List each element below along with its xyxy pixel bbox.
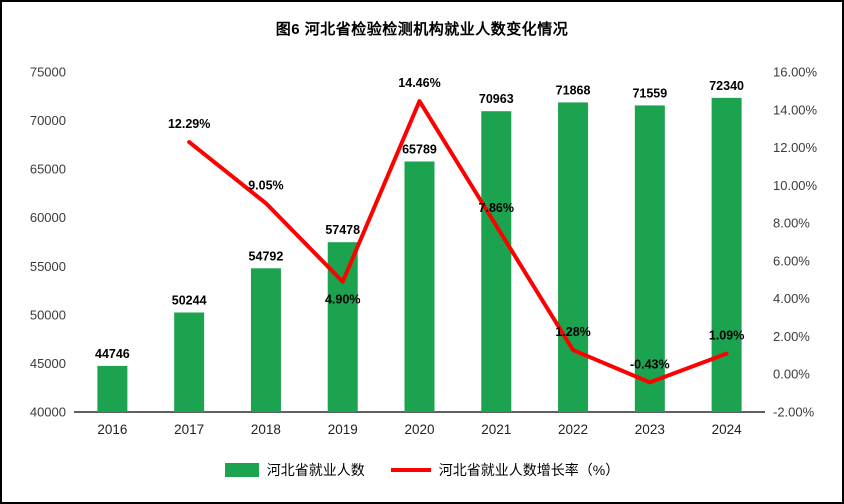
x-axis-label: 2017 bbox=[174, 422, 204, 437]
employment-bar bbox=[327, 242, 358, 412]
x-axis-label: 2016 bbox=[97, 422, 127, 437]
legend-label-employment: 河北省就业人数 bbox=[266, 462, 365, 478]
bar-value-label: 70963 bbox=[479, 92, 514, 106]
legend-item-employment: 河北省就业人数 bbox=[224, 460, 365, 480]
x-axis-label: 2022 bbox=[558, 422, 588, 437]
right-axis-tick: 2.00% bbox=[773, 329, 810, 344]
legend-label-growth-rate: 河北省就业人数增长率（%） bbox=[438, 462, 620, 478]
left-axis-tick: 65000 bbox=[30, 162, 66, 177]
right-axis-tick: 0.00% bbox=[773, 367, 810, 382]
line-series-swatch-icon bbox=[390, 468, 431, 472]
growth-rate-label: 7.86% bbox=[479, 201, 514, 215]
x-axis-label: 2024 bbox=[712, 422, 743, 437]
growth-rate-label: 1.28% bbox=[555, 325, 590, 339]
employment-bar bbox=[404, 161, 435, 412]
x-axis-label: 2019 bbox=[328, 422, 358, 437]
right-axis-tick: 14.00% bbox=[773, 102, 818, 117]
bar-value-label: 72340 bbox=[709, 79, 744, 93]
right-axis-tick: -2.00% bbox=[773, 405, 815, 420]
right-axis-tick: 4.00% bbox=[773, 291, 810, 306]
growth-rate-label: 14.46% bbox=[398, 76, 440, 90]
legend-item-growth-rate: 河北省就业人数增长率（%） bbox=[390, 460, 620, 480]
left-axis-tick: 55000 bbox=[30, 259, 66, 274]
x-axis-label: 2023 bbox=[635, 422, 665, 437]
right-axis-tick: 10.00% bbox=[773, 178, 818, 193]
left-axis-tick: 45000 bbox=[30, 356, 66, 371]
right-axis-tick: 8.00% bbox=[773, 216, 810, 231]
left-axis-tick: 75000 bbox=[30, 65, 66, 80]
left-axis-tick: 50000 bbox=[30, 307, 66, 322]
left-axis-tick: 40000 bbox=[30, 405, 66, 420]
right-axis-tick: 16.00% bbox=[773, 65, 818, 80]
bar-series-swatch-icon bbox=[224, 463, 259, 477]
chart-legend: 河北省就业人数 河北省就业人数增长率（%） bbox=[2, 460, 842, 480]
left-axis-tick: 60000 bbox=[30, 210, 66, 225]
growth-rate-label: 12.29% bbox=[168, 117, 210, 131]
growth-rate-label: -0.43% bbox=[630, 357, 670, 371]
x-axis-label: 2018 bbox=[251, 422, 281, 437]
employment-bar bbox=[250, 268, 281, 412]
bar-value-label: 54792 bbox=[249, 249, 284, 263]
employment-bar bbox=[174, 312, 205, 412]
employment-bar bbox=[481, 111, 512, 413]
bar-value-label: 65789 bbox=[402, 142, 437, 156]
growth-rate-label: 9.05% bbox=[248, 178, 283, 192]
chart-title: 图6 河北省检验检测机构就业人数变化情况 bbox=[275, 21, 569, 38]
right-axis-tick: 12.00% bbox=[773, 140, 818, 155]
growth-rate-label: 1.09% bbox=[709, 329, 744, 343]
left-axis-tick: 70000 bbox=[30, 113, 66, 128]
employment-bar bbox=[97, 365, 128, 412]
right-axis-tick: 6.00% bbox=[773, 253, 810, 268]
employment-bar bbox=[711, 97, 742, 412]
x-axis-label: 2021 bbox=[481, 422, 511, 437]
employment-bar bbox=[558, 102, 589, 412]
employment-bar bbox=[634, 105, 665, 413]
bar-value-label: 50244 bbox=[172, 293, 207, 307]
x-axis-label: 2020 bbox=[404, 422, 434, 437]
bar-value-label: 71868 bbox=[556, 83, 591, 97]
growth-rate-label: 4.90% bbox=[325, 293, 360, 307]
bar-value-label: 71559 bbox=[632, 86, 667, 100]
bar-value-label: 44746 bbox=[95, 347, 130, 361]
bar-value-label: 57478 bbox=[325, 223, 360, 237]
growth-rate-line bbox=[187, 99, 729, 385]
